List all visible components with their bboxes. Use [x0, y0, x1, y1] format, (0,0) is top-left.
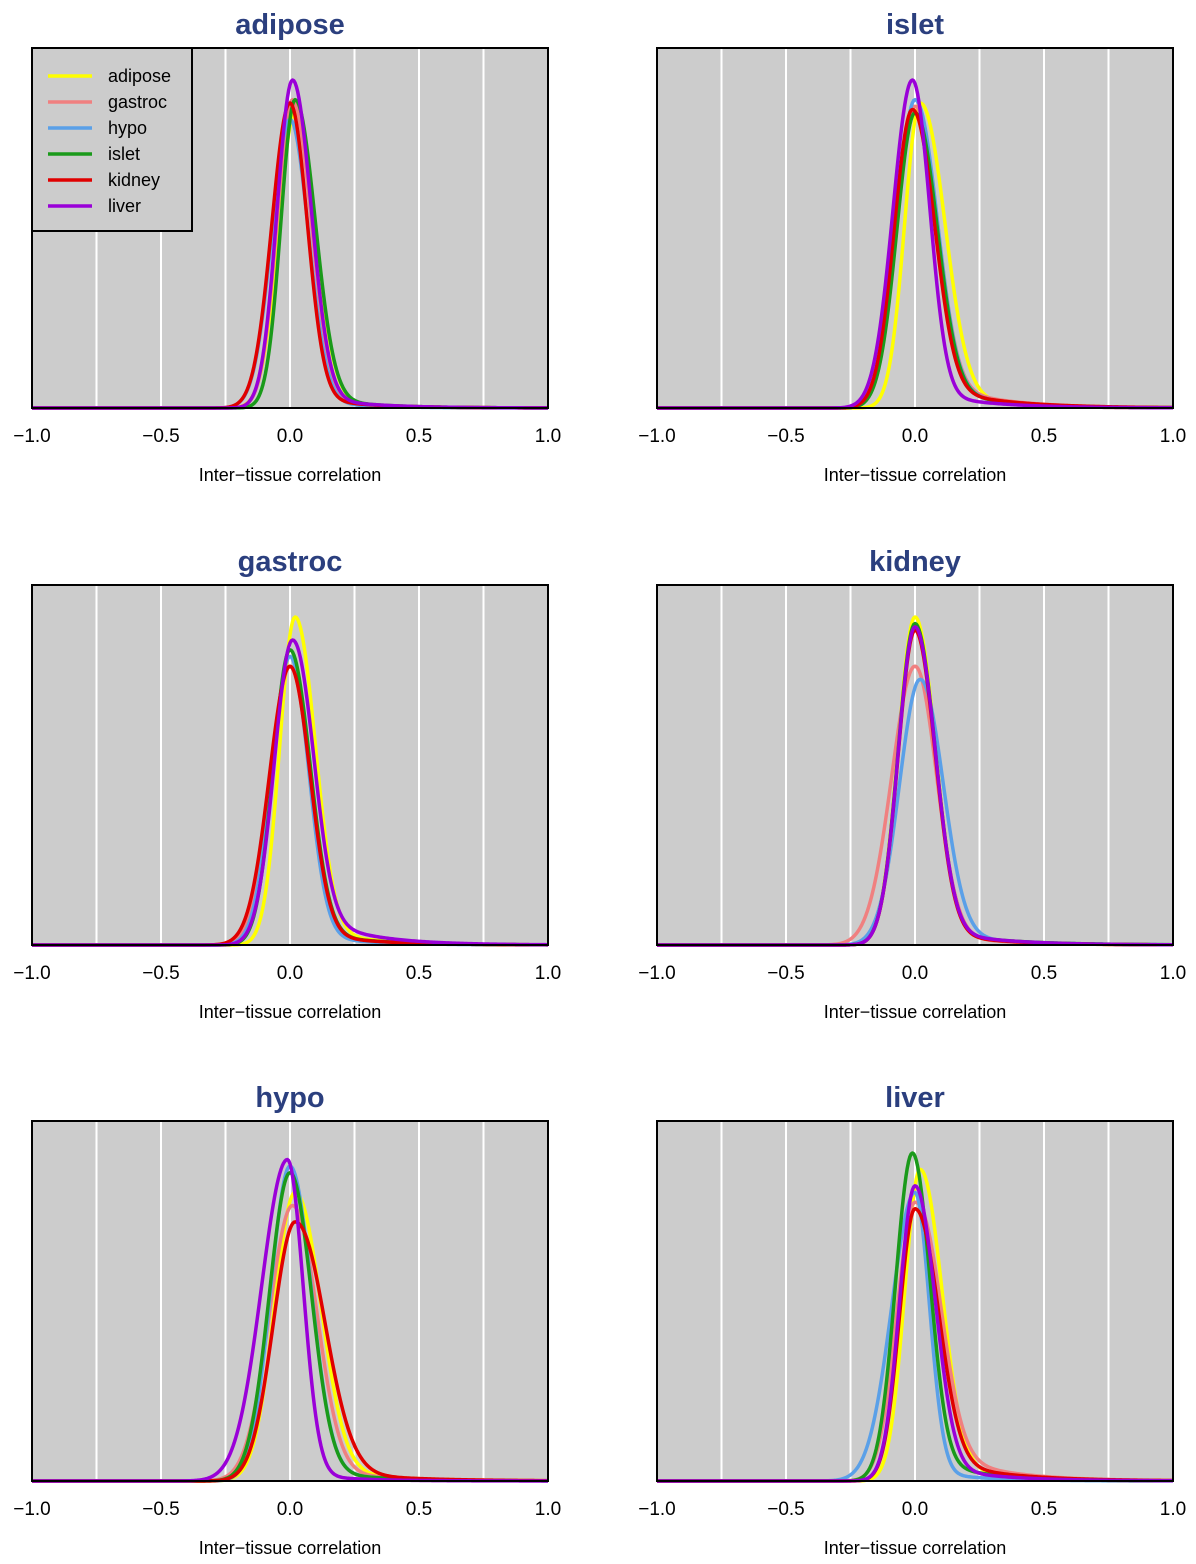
x-tick-label: −0.5: [767, 426, 805, 447]
legend-label-islet: islet: [108, 144, 140, 164]
x-tick-label: −1.0: [13, 963, 51, 984]
panel-hypo: hypo −1.0 −0.5 0.0 0.5 1.0 Inter−tissue correl…: [13, 1082, 561, 1558]
x-tick-label: 0.0: [902, 963, 928, 984]
legend-label-hypo: hypo: [108, 118, 147, 138]
x-tick-label: −1.0: [638, 963, 676, 984]
x-tick-label: −0.5: [142, 426, 180, 447]
x-tick-label: 0.0: [902, 1499, 928, 1520]
panel-kidney: kidney −1.0 −0.5 0.0 0.5 1.0 Inter−tissue corr…: [638, 546, 1186, 1022]
x-tick-label: 1.0: [535, 1499, 561, 1520]
legend-label-adipose: adipose: [108, 66, 171, 86]
x-tick-label: 0.5: [1031, 963, 1057, 984]
panel-title: gastroc: [238, 546, 343, 578]
x-tick-label: 1.0: [535, 963, 561, 984]
x-axis-label: Inter−tissue correlation: [199, 465, 382, 485]
legend-box: [31, 47, 193, 232]
x-tick-label: 1.0: [535, 426, 561, 447]
plot-frame: [656, 47, 1174, 409]
panel-title: islet: [886, 9, 944, 41]
x-tick-label: 0.5: [406, 426, 432, 447]
panel-title: kidney: [869, 546, 961, 578]
x-tick-label: 1.0: [1160, 963, 1186, 984]
plot-frame: [31, 1120, 549, 1482]
x-tick-label: −1.0: [638, 426, 676, 447]
x-axis-label: Inter−tissue correlation: [199, 1002, 382, 1022]
x-tick-label: −1.0: [13, 426, 51, 447]
x-axis-label: Inter−tissue correlation: [824, 1002, 1007, 1022]
x-tick-label: 0.5: [1031, 1499, 1057, 1520]
legend-label-kidney: kidney: [108, 170, 160, 190]
x-tick-label: −0.5: [767, 963, 805, 984]
panel-title: adipose: [235, 9, 345, 41]
plot-frame: [656, 584, 1174, 946]
panel-gastroc: gastroc −1.0 −0.5 0.0 0.5 1.0 Inter−tissue cor…: [13, 546, 561, 1022]
x-tick-label: 0.5: [1031, 426, 1057, 447]
legend-label-gastroc: gastroc: [108, 92, 167, 112]
x-tick-label: −1.0: [638, 1499, 676, 1520]
x-axis-label: Inter−tissue correlation: [824, 1538, 1007, 1558]
x-tick-label: −0.5: [767, 1499, 805, 1520]
panel-title: hypo: [255, 1082, 324, 1114]
x-tick-label: 0.0: [277, 1499, 303, 1520]
x-tick-label: 0.0: [277, 426, 303, 447]
plot-frame: [31, 584, 549, 946]
panel-adipose: adipose −1.0 −0.5 0.0 0.5 1.0 Inter−tissue cor…: [13, 9, 561, 485]
panel-islet: islet −1.0 −0.5 0.0 0.5 1.0 Inter−tissue corre…: [638, 9, 1186, 485]
x-tick-label: 0.0: [277, 963, 303, 984]
x-axis-label: Inter−tissue correlation: [824, 465, 1007, 485]
x-axis-label: Inter−tissue correlation: [199, 1538, 382, 1558]
legend: adipose gastroc hypo islet kidney liver: [31, 47, 193, 232]
x-tick-label: 0.5: [406, 963, 432, 984]
panel-liver: liver −1.0 −0.5 0.0 0.5 1.0 Inter−tissue corre…: [638, 1082, 1186, 1558]
panel-title: liver: [885, 1082, 945, 1114]
legend-label-liver: liver: [108, 196, 141, 216]
x-tick-label: −0.5: [142, 963, 180, 984]
plot-frame: [656, 1120, 1174, 1482]
x-tick-label: 1.0: [1160, 426, 1186, 447]
x-tick-label: 0.5: [406, 1499, 432, 1520]
x-tick-label: 0.0: [902, 426, 928, 447]
x-tick-label: −1.0: [13, 1499, 51, 1520]
x-tick-label: −0.5: [142, 1499, 180, 1520]
x-tick-label: 1.0: [1160, 1499, 1186, 1520]
